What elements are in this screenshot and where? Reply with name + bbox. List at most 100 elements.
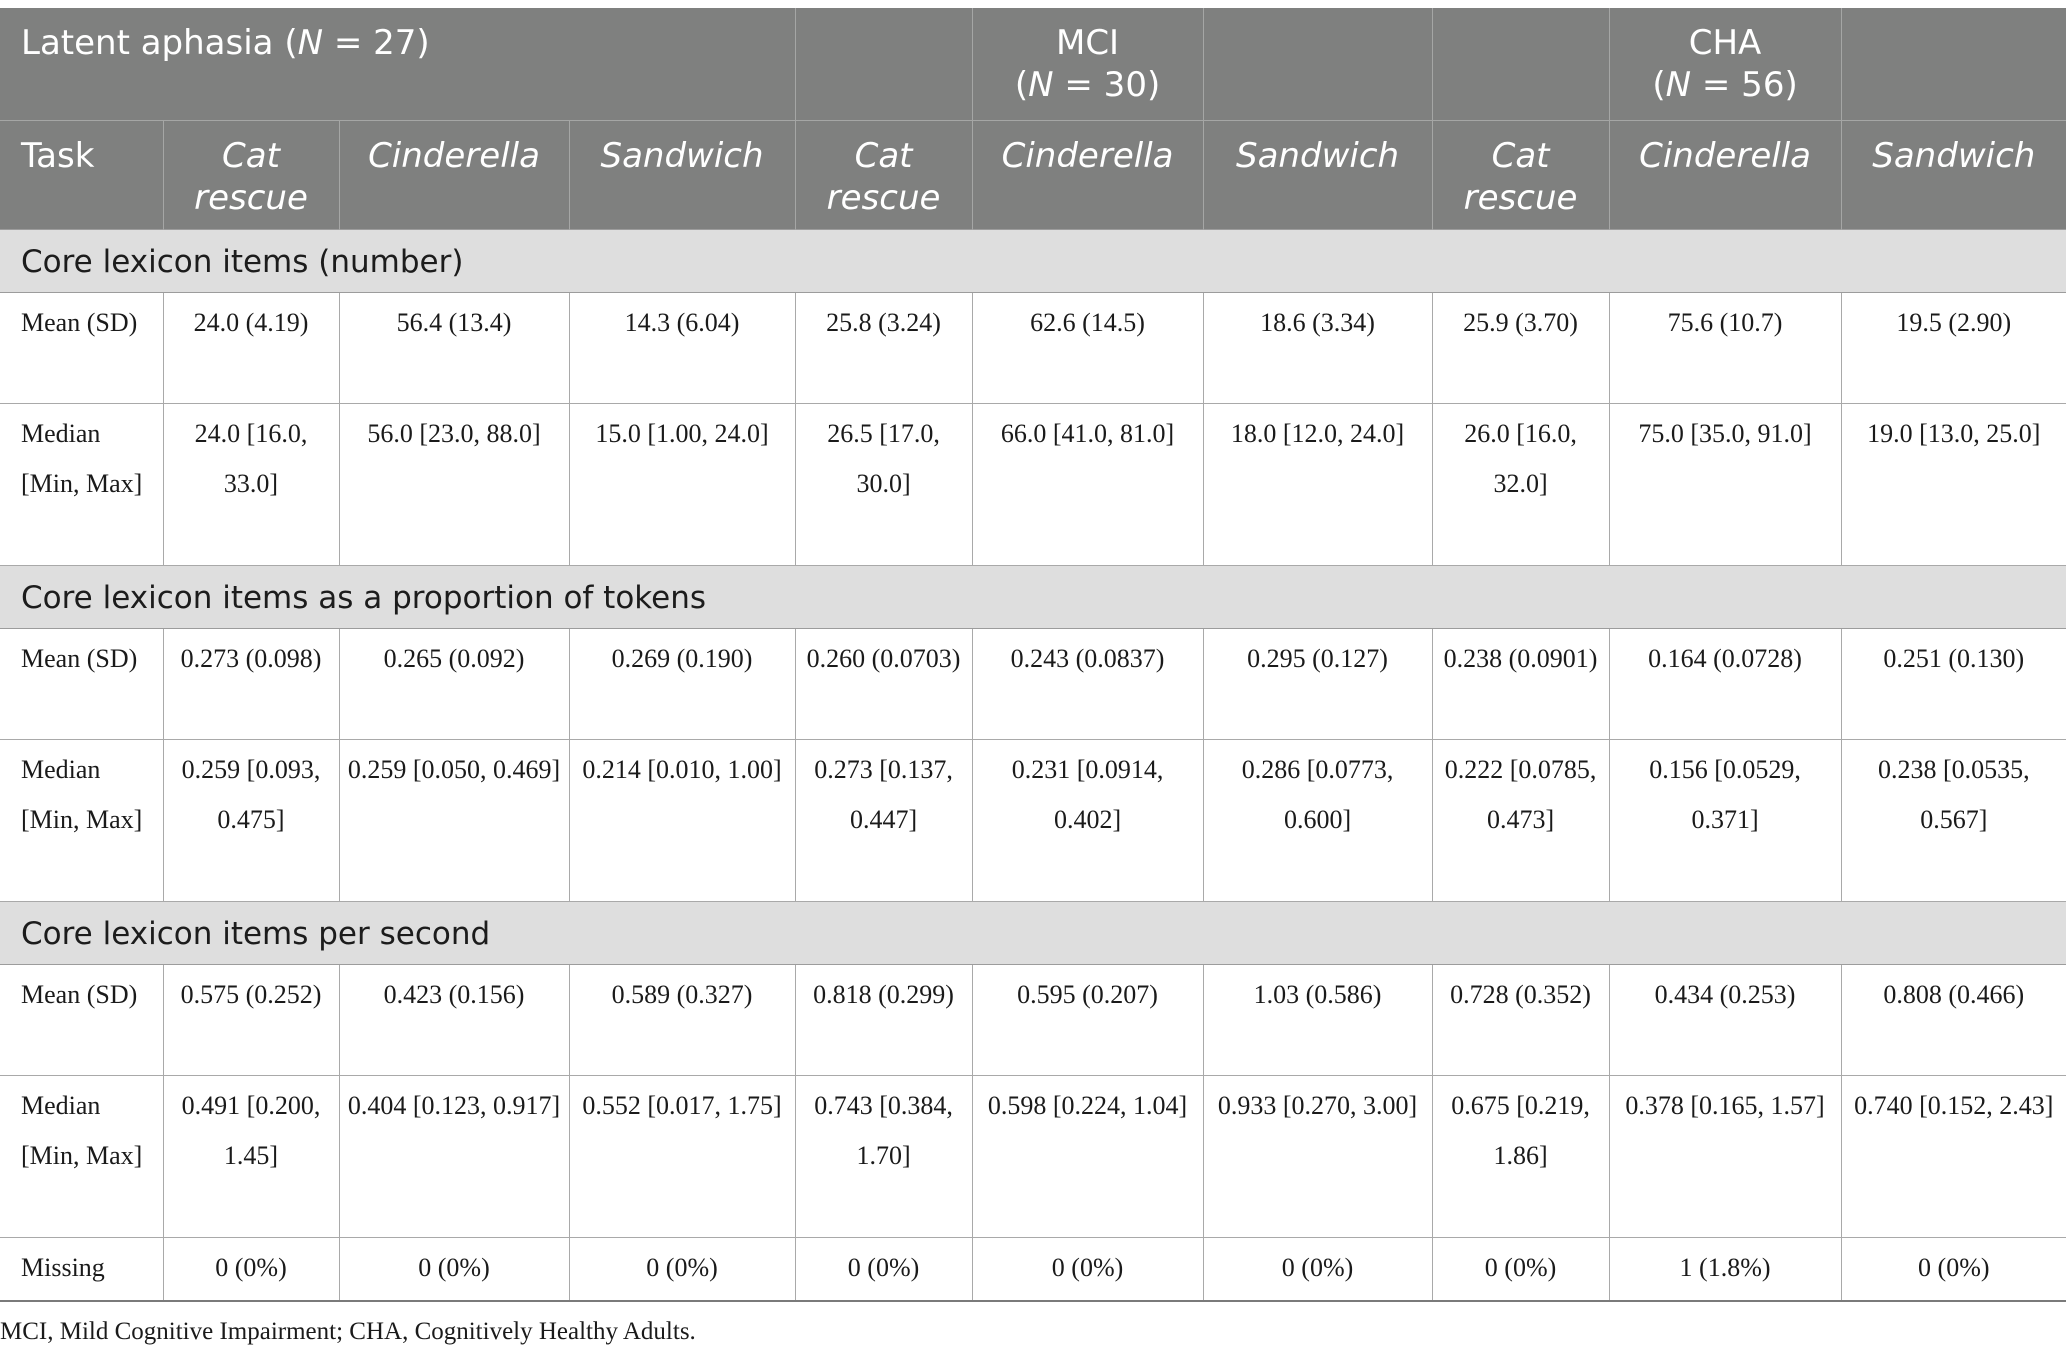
table-cell: 24.0 [16.0, 33.0] xyxy=(163,403,340,566)
table-cell: 19.5 (2.90) xyxy=(1841,292,2067,404)
table-row: Median [Min, Max] 0.259 [0.093, 0.475] 0… xyxy=(0,739,2067,902)
section-header: Core lexicon items as a proportion of to… xyxy=(0,564,2067,629)
table-cell: 0.231 [0.0914, 0.402] xyxy=(972,739,1204,902)
task-header: Sandwich xyxy=(1203,120,1433,229)
table-cell: 0.933 [0.270, 3.00] xyxy=(1203,1075,1433,1238)
table-cell: 66.0 [41.0, 81.0] xyxy=(972,403,1204,566)
task-header: Cat rescue xyxy=(795,120,973,229)
table-cell: 0 (0%) xyxy=(795,1237,973,1302)
row-label: Mean (SD) xyxy=(0,964,164,1076)
table-row: Mean (SD) 0.575 (0.252) 0.423 (0.156) 0.… xyxy=(0,964,2067,1076)
row-label: Median [Min, Max] xyxy=(0,403,164,566)
table-cell: 0 (0%) xyxy=(1841,1237,2067,1302)
table-cell: 15.0 [1.00, 24.0] xyxy=(569,403,796,566)
table-cell: 62.6 (14.5) xyxy=(972,292,1204,404)
table-cell: 0.286 [0.0773, 0.600] xyxy=(1203,739,1433,902)
row-label: Missing xyxy=(0,1237,164,1302)
table-cell: 0.269 (0.190) xyxy=(569,628,796,740)
table-cell: 0.265 (0.092) xyxy=(339,628,570,740)
table-cell: 0.552 [0.017, 1.75] xyxy=(569,1075,796,1238)
group-spacer xyxy=(795,8,973,121)
table-cell: 0.295 (0.127) xyxy=(1203,628,1433,740)
section-title: Core lexicon items (number) xyxy=(0,228,2067,293)
group-header-row: Latent aphasia (N = 27) MCI (N = 30) CHA(… xyxy=(0,8,2067,121)
table-cell: 75.6 (10.7) xyxy=(1609,292,1842,404)
section-title: Core lexicon items per second xyxy=(0,900,2067,965)
table-cell: 0 (0%) xyxy=(972,1237,1204,1302)
table-cell: 0.728 (0.352) xyxy=(1432,964,1610,1076)
table-cell: 0.423 (0.156) xyxy=(339,964,570,1076)
table-cell: 0.595 (0.207) xyxy=(972,964,1204,1076)
table-cell: 18.6 (3.34) xyxy=(1203,292,1433,404)
table-cell: 26.0 [16.0, 32.0] xyxy=(1432,403,1610,566)
task-header: Cinderella xyxy=(972,120,1204,229)
table-cell: 0.251 (0.130) xyxy=(1841,628,2067,740)
table-row: Median [Min, Max] 24.0 [16.0, 33.0] 56.0… xyxy=(0,403,2067,566)
table-cell: 0.259 [0.050, 0.469] xyxy=(339,739,570,902)
task-header-row: Task Cat rescue Cinderella Sandwich Cat … xyxy=(0,120,2067,229)
task-header: Cinderella xyxy=(339,120,570,229)
group-spacer xyxy=(1841,8,2067,121)
table-cell: 0.273 [0.137, 0.447] xyxy=(795,739,973,902)
table-cell: 0.260 (0.0703) xyxy=(795,628,973,740)
task-header: Sandwich xyxy=(1841,120,2067,229)
group-latent-aphasia: Latent aphasia (N = 27) xyxy=(0,8,796,121)
task-header: Sandwich xyxy=(569,120,796,229)
group-cha: CHA (N = 56) xyxy=(1609,8,1842,121)
table-cell: 0.808 (0.466) xyxy=(1841,964,2067,1076)
table-cell: 0.589 (0.327) xyxy=(569,964,796,1076)
table-cell: 25.8 (3.24) xyxy=(795,292,973,404)
table-cell: 0.434 (0.253) xyxy=(1609,964,1842,1076)
table-cell: 0.156 [0.0529, 0.371] xyxy=(1609,739,1842,902)
row-label: Mean (SD) xyxy=(0,292,164,404)
table-cell: 24.0 (4.19) xyxy=(163,292,340,404)
task-header: Cinderella xyxy=(1609,120,1842,229)
table-cell: 0.273 (0.098) xyxy=(163,628,340,740)
table-cell: 75.0 [35.0, 91.0] xyxy=(1609,403,1842,566)
table-cell: 0.164 (0.0728) xyxy=(1609,628,1842,740)
table-cell: 0.259 [0.093, 0.475] xyxy=(163,739,340,902)
group-spacer xyxy=(1203,8,1433,121)
table-cell: 25.9 (3.70) xyxy=(1432,292,1610,404)
group-mci: MCI (N = 30) xyxy=(972,8,1204,121)
table-row: Median [Min, Max] 0.491 [0.200, 1.45] 0.… xyxy=(0,1075,2067,1238)
table-cell: 0.743 [0.384, 1.70] xyxy=(795,1075,973,1238)
table-cell: 0 (0%) xyxy=(569,1237,796,1302)
section-header: Core lexicon items per second xyxy=(0,900,2067,965)
table-cell: 1.03 (0.586) xyxy=(1203,964,1433,1076)
table-cell: 0.575 (0.252) xyxy=(163,964,340,1076)
task-header: Cat rescue xyxy=(163,120,340,229)
results-table: Latent aphasia (N = 27) MCI (N = 30) CHA(… xyxy=(0,8,2067,1302)
table-row: Mean (SD) 24.0 (4.19) 56.4 (13.4) 14.3 (… xyxy=(0,292,2067,404)
table-cell: 0.598 [0.224, 1.04] xyxy=(972,1075,1204,1238)
table-cell: 26.5 [17.0, 30.0] xyxy=(795,403,973,566)
task-header: Cat rescue xyxy=(1432,120,1610,229)
table-cell: 0.222 [0.0785, 0.473] xyxy=(1432,739,1610,902)
table-cell: 1 (1.8%) xyxy=(1609,1237,1842,1302)
table-cell: 19.0 [13.0, 25.0] xyxy=(1841,403,2067,566)
row-label: Median [Min, Max] xyxy=(0,1075,164,1238)
section-title: Core lexicon items as a proportion of to… xyxy=(0,564,2067,629)
task-label: Task xyxy=(0,120,164,229)
table-cell: 0 (0%) xyxy=(1432,1237,1610,1302)
table-cell: 0.404 [0.123, 0.917] xyxy=(339,1075,570,1238)
table-cell: 0.243 (0.0837) xyxy=(972,628,1204,740)
table-cell: 18.0 [12.0, 24.0] xyxy=(1203,403,1433,566)
table-cell: 0.238 (0.0901) xyxy=(1432,628,1610,740)
table-cell: 0 (0%) xyxy=(339,1237,570,1302)
table-cell: 56.0 [23.0, 88.0] xyxy=(339,403,570,566)
table-cell: 0.675 [0.219, 1.86] xyxy=(1432,1075,1610,1238)
section-header: Core lexicon items (number) xyxy=(0,228,2067,293)
table-cell: 0.378 [0.165, 1.57] xyxy=(1609,1075,1842,1238)
table-footnote: MCI, Mild Cognitive Impairment; CHA, Cog… xyxy=(0,1318,696,1345)
row-label: Mean (SD) xyxy=(0,628,164,740)
table-cell: 14.3 (6.04) xyxy=(569,292,796,404)
table-cell: 0 (0%) xyxy=(1203,1237,1433,1302)
table-cell: 0.238 [0.0535, 0.567] xyxy=(1841,739,2067,902)
table-row: Missing 0 (0%) 0 (0%) 0 (0%) 0 (0%) 0 (0… xyxy=(0,1237,2067,1302)
table-cell: 56.4 (13.4) xyxy=(339,292,570,404)
table-cell: 0.214 [0.010, 1.00] xyxy=(569,739,796,902)
table-row: Mean (SD) 0.273 (0.098) 0.265 (0.092) 0.… xyxy=(0,628,2067,740)
table-cell: 0.740 [0.152, 2.43] xyxy=(1841,1075,2067,1238)
row-label: Median [Min, Max] xyxy=(0,739,164,902)
